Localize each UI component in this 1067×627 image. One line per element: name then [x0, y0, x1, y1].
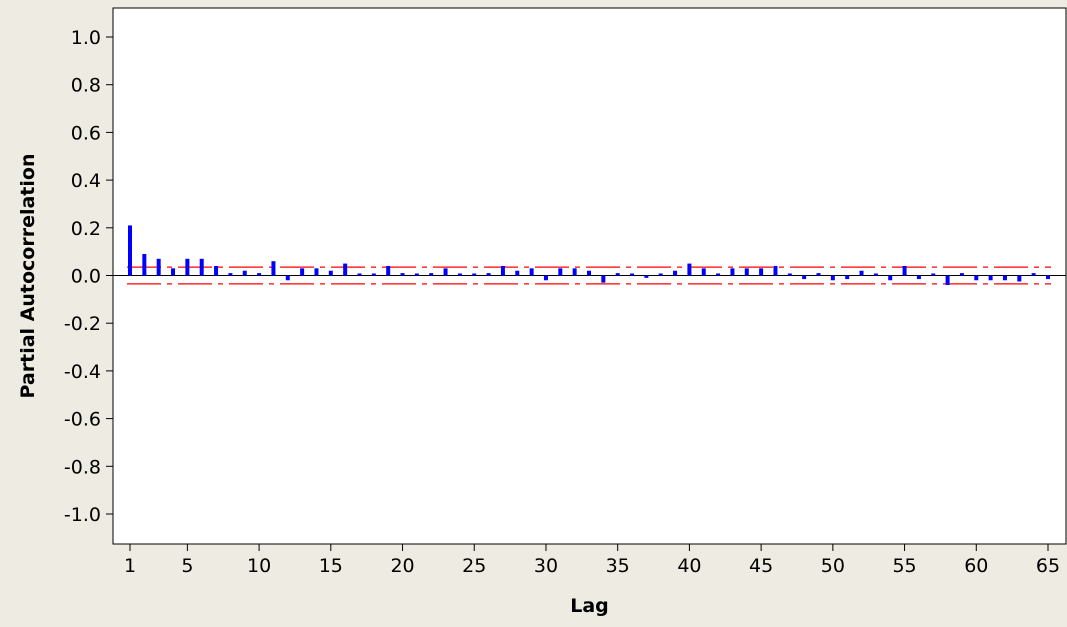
pacf-bar [414, 273, 419, 276]
x-axis: 1 5 10 15 20 25 30 35 40 45 50 55 60 65 [124, 544, 1060, 577]
x-tick-label: 5 [181, 555, 193, 577]
pacf-bar [888, 275, 893, 281]
pacf-bar [931, 273, 936, 276]
pacf-bar [271, 261, 276, 276]
pacf-bar [343, 263, 348, 276]
x-tick-label: 35 [606, 555, 630, 577]
pacf-bar [945, 275, 950, 286]
pacf-bar [429, 273, 434, 276]
y-tick-label: 0.4 [71, 170, 101, 192]
x-tick-label: 55 [892, 555, 916, 577]
pacf-bar [228, 273, 233, 276]
pacf-bar [959, 273, 964, 276]
x-tick-label: 15 [319, 555, 343, 577]
pacf-bar [701, 268, 706, 276]
pacf-bar [285, 275, 290, 281]
x-tick-label: 50 [821, 555, 845, 577]
pacf-bar [587, 270, 591, 276]
x-tick-label: 45 [749, 555, 773, 577]
pacf-bar [630, 273, 635, 276]
pacf-bar [687, 263, 692, 276]
pacf-bar [1031, 273, 1036, 276]
pacf-bar [974, 275, 979, 281]
pacf-bar [916, 275, 921, 280]
pacf-bar [142, 254, 147, 276]
pacf-bar [500, 265, 505, 276]
y-tick-label: 1.0 [71, 27, 101, 49]
pacf-bar [257, 273, 262, 276]
pacf-bar [357, 273, 362, 276]
pacf-bar [873, 273, 878, 276]
pacf-bar [386, 265, 391, 276]
y-tick-label: -0.4 [64, 361, 101, 383]
pacf-bar [716, 273, 721, 276]
pacf-bar [816, 273, 821, 276]
pacf-bar [199, 258, 204, 276]
pacf-bar [529, 268, 534, 276]
pacf-bar [128, 225, 132, 276]
pacf-bar [371, 273, 376, 276]
pacf-bar [658, 273, 663, 276]
pacf-bar [515, 270, 520, 276]
y-tick-label: -0.8 [64, 456, 101, 478]
y-tick-label: -1.0 [64, 504, 101, 526]
pacf-bar [730, 268, 735, 276]
pacf-bar [902, 265, 907, 276]
y-tick-label: -0.2 [64, 313, 101, 335]
x-tick-label: 40 [677, 555, 701, 577]
y-tick-label: 0.2 [71, 218, 101, 240]
pacf-bar [1017, 275, 1022, 282]
y-tick-label: 0.0 [71, 266, 101, 288]
x-tick-label: 20 [390, 555, 414, 577]
pacf-bar [802, 275, 807, 280]
pacf-bar [314, 268, 319, 276]
pacf-bar [171, 268, 176, 276]
pacf-bar [185, 258, 190, 276]
x-tick-label: 60 [964, 555, 988, 577]
confidence-limits [127, 266, 1051, 285]
pacf-bar [744, 268, 749, 276]
pacf-bar [572, 268, 577, 276]
pacf-bar [486, 273, 491, 276]
x-tick-label: 1 [124, 555, 136, 577]
pacf-bar [242, 270, 247, 276]
y-tick-label: 0.6 [71, 122, 101, 144]
pacf-bar [558, 268, 563, 276]
pacf-bars [128, 225, 1050, 286]
pacf-bar [673, 270, 678, 276]
pacf-bar [830, 275, 835, 281]
pacf-bar [543, 275, 548, 281]
pacf-bar [615, 273, 620, 276]
pacf-bar [1046, 275, 1050, 280]
x-tick-label: 25 [462, 555, 486, 577]
pacf-bar [859, 270, 864, 276]
pacf-bar [214, 265, 219, 276]
pacf-bar [457, 273, 462, 276]
pacf-bar [443, 268, 448, 276]
pacf-bar [773, 265, 778, 276]
y-axis-title: Partial Autocorrelation [17, 154, 39, 399]
pacf-bar [759, 268, 764, 276]
pacf-bar [601, 275, 606, 283]
pacf-bar [472, 273, 477, 276]
x-tick-label: 65 [1036, 555, 1060, 577]
x-tick-label: 10 [247, 555, 271, 577]
pacf-bar [400, 273, 405, 276]
pacf-bar [787, 273, 792, 276]
y-tick-label: -0.6 [64, 409, 101, 431]
y-axis: 1.0 0.8 0.6 0.4 0.2 0.0 -0.2 -0.4 -0.6 -0.8 -1.0 [64, 27, 113, 526]
y-tick-label: 0.8 [71, 75, 101, 97]
pacf-bar [156, 258, 161, 276]
x-axis-title: Lag [570, 595, 609, 617]
pacf-bar [328, 270, 333, 276]
pacf-bar [1002, 275, 1007, 281]
pacf-bar [988, 275, 993, 281]
pacf-bar [845, 275, 850, 280]
x-tick-label: 30 [534, 555, 558, 577]
pacf-bar [300, 268, 305, 276]
pacf-bar [644, 275, 649, 278]
